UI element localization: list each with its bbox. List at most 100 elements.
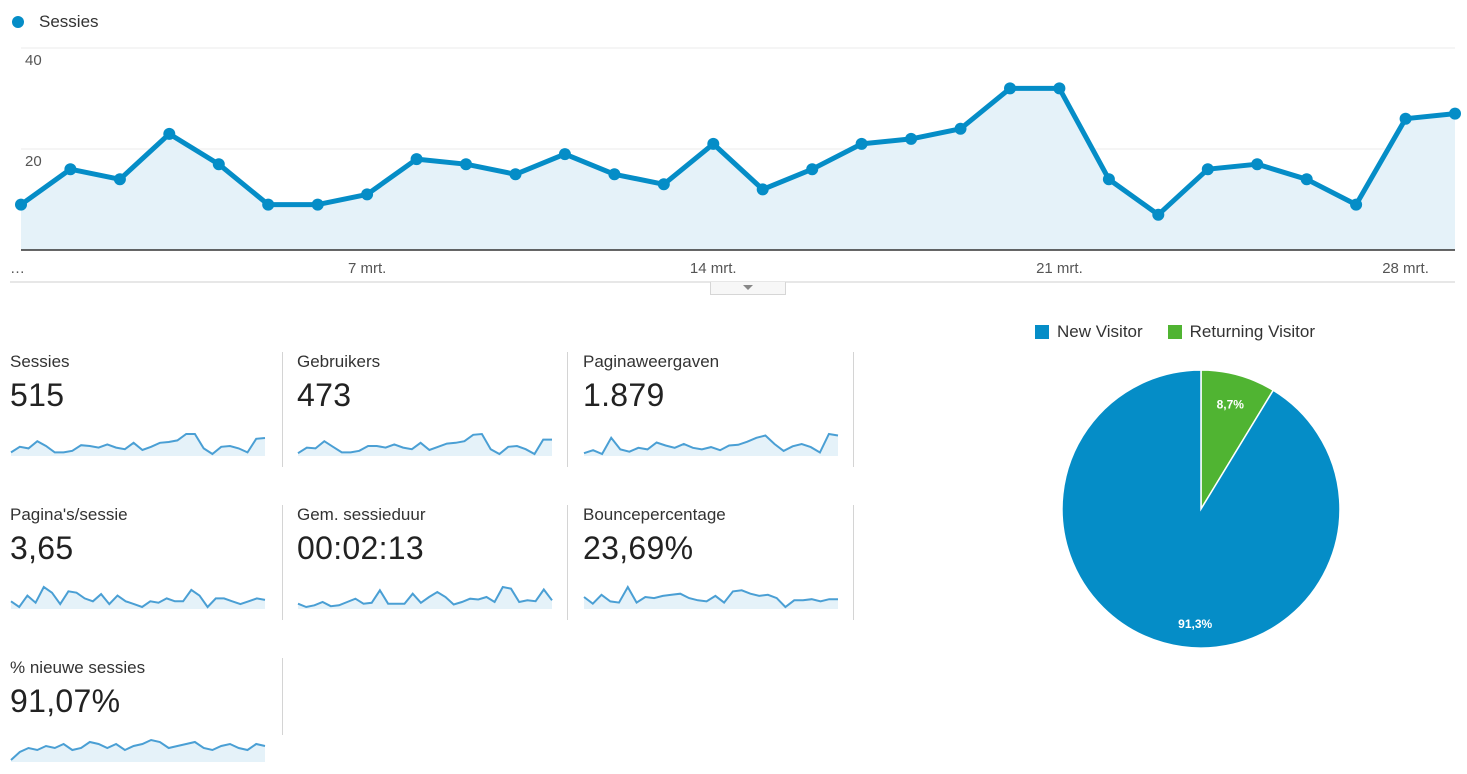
main-chart-legend: Sessies: [12, 12, 99, 32]
sparkline-area: [11, 434, 265, 456]
data-point[interactable]: [855, 137, 868, 150]
data-point[interactable]: [1201, 163, 1214, 176]
metric-value: 1.879: [583, 377, 665, 413]
sparkline-line: [583, 584, 838, 609]
x-tick-label: 28 mrt.: [1382, 260, 1429, 277]
series-dot-icon: [12, 16, 24, 28]
data-point[interactable]: [1152, 208, 1165, 221]
sparkline-line: [297, 432, 552, 456]
pie-legend-label: Returning Visitor: [1189, 322, 1316, 341]
sparkline-line: [10, 585, 266, 609]
data-point[interactable]: [707, 137, 720, 150]
data-point[interactable]: [212, 158, 225, 171]
metric-sparkline: [583, 584, 838, 609]
data-point[interactable]: [1053, 82, 1066, 95]
x-tick-label: 21 mrt.: [1036, 260, 1083, 277]
metric-tile[interactable]: Pagina's/sessie 3,65: [10, 505, 266, 621]
data-point[interactable]: [361, 188, 374, 201]
metric-label: Paginaweergaven: [583, 352, 720, 371]
y-tick-label: 40: [25, 52, 42, 69]
data-point[interactable]: [460, 158, 472, 171]
metric-value: 473: [297, 377, 352, 413]
sessions-line: [19, 85, 1456, 218]
data-point[interactable]: [410, 153, 423, 166]
x-tick-label: 14 mrt.: [690, 260, 737, 277]
data-point[interactable]: [954, 122, 967, 135]
data-point[interactable]: [113, 173, 126, 186]
main-chart-legend-label: Sessies: [39, 12, 99, 31]
metric-sparkline: [297, 585, 553, 609]
x-tick-label: …: [10, 260, 25, 277]
data-point[interactable]: [905, 132, 918, 145]
data-point[interactable]: [1251, 158, 1264, 171]
metric-value: 23,69%: [583, 530, 694, 566]
metric-sparkline: [297, 432, 552, 456]
metric-divider: [567, 505, 568, 620]
sessions-line-chart: 20 40 … 7 mrt. 14 mrt. 21 mrt. 28 mrt.: [10, 47, 1461, 283]
data-point[interactable]: [1399, 112, 1412, 125]
metric-label: Bouncepercentage: [583, 505, 726, 524]
visitor-type-pie-chart: 8,7% 91,3%: [1061, 369, 1341, 649]
pie-slice-new-visitor[interactable]: [1061, 369, 1341, 649]
metric-tile[interactable]: Paginaweergaven 1.879: [583, 352, 839, 468]
metric-value: 515: [10, 377, 65, 413]
metric-label: % nieuwe sessies: [10, 658, 146, 677]
metric-divider: [282, 505, 283, 620]
metric-label: Gebruikers: [297, 352, 381, 371]
data-point[interactable]: [756, 183, 769, 196]
data-point[interactable]: [64, 163, 77, 176]
sparkline-area: [298, 434, 552, 456]
metric-sparkline: [583, 432, 839, 456]
metric-tile[interactable]: Sessies 515: [10, 352, 266, 468]
sparkline-line: [10, 433, 266, 456]
sparkline-area: [584, 434, 838, 456]
data-point[interactable]: [1350, 198, 1363, 211]
x-tick-label: 7 mrt.: [348, 260, 386, 277]
data-point[interactable]: [1004, 82, 1016, 95]
y-tick-label: 20: [25, 153, 42, 170]
pie-legend-label: New Visitor: [1057, 322, 1143, 341]
data-point[interactable]: [558, 148, 571, 161]
data-point[interactable]: [15, 198, 27, 211]
sparkline-line: [297, 585, 553, 609]
pie-legend: New Visitor Returning Visitor: [1035, 322, 1340, 342]
metric-tile[interactable]: Gebruikers 473: [297, 352, 552, 468]
data-point[interactable]: [1102, 173, 1115, 186]
returning-visitor-swatch: [1167, 325, 1182, 339]
metric-divider: [282, 658, 283, 735]
metric-value: 91,07%: [10, 683, 121, 719]
metric-label: Gem. sessieduur: [297, 505, 426, 524]
data-point[interactable]: [806, 163, 819, 176]
metric-sparkline: [10, 433, 266, 456]
sparkline-area: [584, 587, 838, 609]
pie-legend-returning-visitor[interactable]: Returning Visitor: [1167, 322, 1316, 342]
data-point[interactable]: [1449, 107, 1461, 120]
metric-tile[interactable]: Bouncepercentage 23,69%: [583, 505, 838, 621]
metric-value: 00:02:13: [297, 530, 424, 566]
data-point[interactable]: [1300, 173, 1313, 186]
chart-collapse-toggle[interactable]: [710, 282, 786, 295]
data-point[interactable]: [262, 198, 275, 211]
sparkline-line: [583, 432, 839, 456]
data-point[interactable]: [163, 127, 176, 140]
sparkline-area: [11, 740, 265, 762]
metric-label: Pagina's/sessie: [10, 505, 128, 524]
metric-sparkline: [10, 585, 266, 609]
metric-sparkline: [10, 738, 266, 762]
metric-label: Sessies: [10, 352, 70, 371]
data-point[interactable]: [657, 178, 670, 191]
metric-divider: [853, 352, 854, 467]
metric-divider: [282, 352, 283, 467]
pie-slice-label: 8,7%: [1217, 398, 1245, 412]
data-point[interactable]: [311, 198, 324, 211]
data-point[interactable]: [608, 168, 621, 181]
pie-legend-new-visitor[interactable]: New Visitor: [1035, 322, 1143, 342]
metric-tile[interactable]: % nieuwe sessies 91,07%: [10, 658, 266, 774]
metric-divider: [567, 352, 568, 467]
new-visitor-swatch: [1035, 325, 1049, 339]
metric-value: 3,65: [10, 530, 74, 566]
caret-down-icon: [743, 285, 753, 290]
metric-tile[interactable]: Gem. sessieduur 00:02:13: [297, 505, 553, 621]
data-point[interactable]: [509, 168, 522, 181]
pie-slice-label: 91,3%: [1178, 617, 1212, 631]
